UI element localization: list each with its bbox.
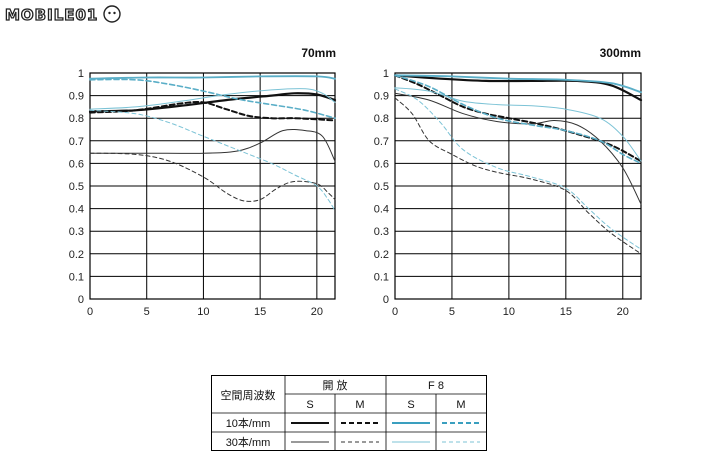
series-300mm-open-30-m xyxy=(394,97,642,255)
legend-header-open: 開 放 xyxy=(322,378,347,392)
y-tick-70mm-2: 0.2 xyxy=(69,249,84,261)
logo-text: MOBILE01 xyxy=(5,6,98,24)
y-tick-70mm-4: 0.4 xyxy=(69,204,84,216)
legend-col-f8-m: M xyxy=(456,399,465,411)
mobile01-logo: MOBILE01 xyxy=(4,5,121,25)
y-tick-70mm-8: 0.8 xyxy=(69,113,84,125)
series-70mm-f8-30-s xyxy=(89,88,336,110)
y-tick-70mm-10: 1 xyxy=(78,68,84,80)
legend-col-open-s: S xyxy=(306,399,313,411)
series-70mm-f8-10-s xyxy=(89,75,336,80)
chart-title-300mm: 300mm xyxy=(600,46,641,60)
logo-eye-left-icon xyxy=(108,11,111,15)
x-tick-300mm-1: 5 xyxy=(449,306,455,318)
y-tick-70mm-6: 0.6 xyxy=(69,158,84,170)
y-tick-300mm-1: 0.1 xyxy=(374,271,389,283)
x-tick-70mm-2: 10 xyxy=(197,306,209,318)
y-tick-70mm-7: 0.7 xyxy=(69,136,84,148)
legend-header-f8: F 8 xyxy=(428,380,444,392)
legend-row-30: 30本/mm xyxy=(226,435,271,449)
x-tick-300mm-3: 15 xyxy=(560,306,572,318)
chart-title-70mm: 70mm xyxy=(301,46,336,60)
x-tick-70mm-1: 5 xyxy=(144,306,150,318)
y-tick-300mm-7: 0.7 xyxy=(374,136,389,148)
y-tick-300mm-2: 0.2 xyxy=(374,249,389,261)
x-tick-300mm-2: 10 xyxy=(503,306,515,318)
x-tick-70mm-0: 0 xyxy=(87,306,93,318)
y-tick-70mm-0: 0 xyxy=(78,294,84,306)
x-tick-300mm-4: 20 xyxy=(617,306,629,318)
y-tick-300mm-10: 1 xyxy=(383,68,389,80)
plot-frame-70mm xyxy=(89,72,336,300)
logo-emblem-icon xyxy=(103,5,121,23)
plot-frame-300mm xyxy=(394,72,642,300)
series-70mm-f8-30-m xyxy=(89,109,336,212)
x-tick-70mm-4: 20 xyxy=(311,306,323,318)
y-tick-300mm-8: 0.8 xyxy=(374,113,389,125)
series-300mm-open-30-s xyxy=(394,92,642,205)
series-70mm-open-30-s xyxy=(89,128,336,162)
series-300mm-f8-10-s xyxy=(394,74,642,94)
y-tick-300mm-3: 0.3 xyxy=(374,226,389,238)
legend-row-10: 10本/mm xyxy=(226,416,271,430)
series-300mm-open-10-s xyxy=(393,74,643,102)
series-300mm-f8-10-m xyxy=(394,74,642,165)
y-tick-70mm-3: 0.3 xyxy=(69,226,84,238)
y-tick-300mm-9: 0.9 xyxy=(374,91,389,103)
series-300mm-f8-30-m xyxy=(394,88,642,250)
legend-header-frequency: 空間周波数 xyxy=(221,388,276,402)
series-70mm-open-10-m xyxy=(89,100,336,122)
legend-col-open-m: M xyxy=(355,399,364,411)
y-tick-70mm-1: 0.1 xyxy=(69,271,84,283)
y-tick-300mm-0: 0 xyxy=(383,294,389,306)
x-tick-70mm-3: 15 xyxy=(254,306,266,318)
legend-table: 空間周波数 開 放 F 8 S M S M 10本/mm 30本/mm xyxy=(211,375,487,451)
legend-col-f8-s: S xyxy=(407,399,414,411)
y-tick-300mm-6: 0.6 xyxy=(374,158,389,170)
series-300mm-f8-30-s xyxy=(394,87,642,162)
y-tick-300mm-4: 0.4 xyxy=(374,204,389,216)
y-tick-70mm-9: 0.9 xyxy=(69,91,84,103)
series-70mm-open-30-m xyxy=(89,152,336,202)
y-tick-300mm-5: 0.5 xyxy=(374,181,389,193)
y-tick-70mm-5: 0.5 xyxy=(69,181,84,193)
x-tick-300mm-0: 0 xyxy=(392,306,398,318)
logo-eye-right-icon xyxy=(113,11,116,15)
